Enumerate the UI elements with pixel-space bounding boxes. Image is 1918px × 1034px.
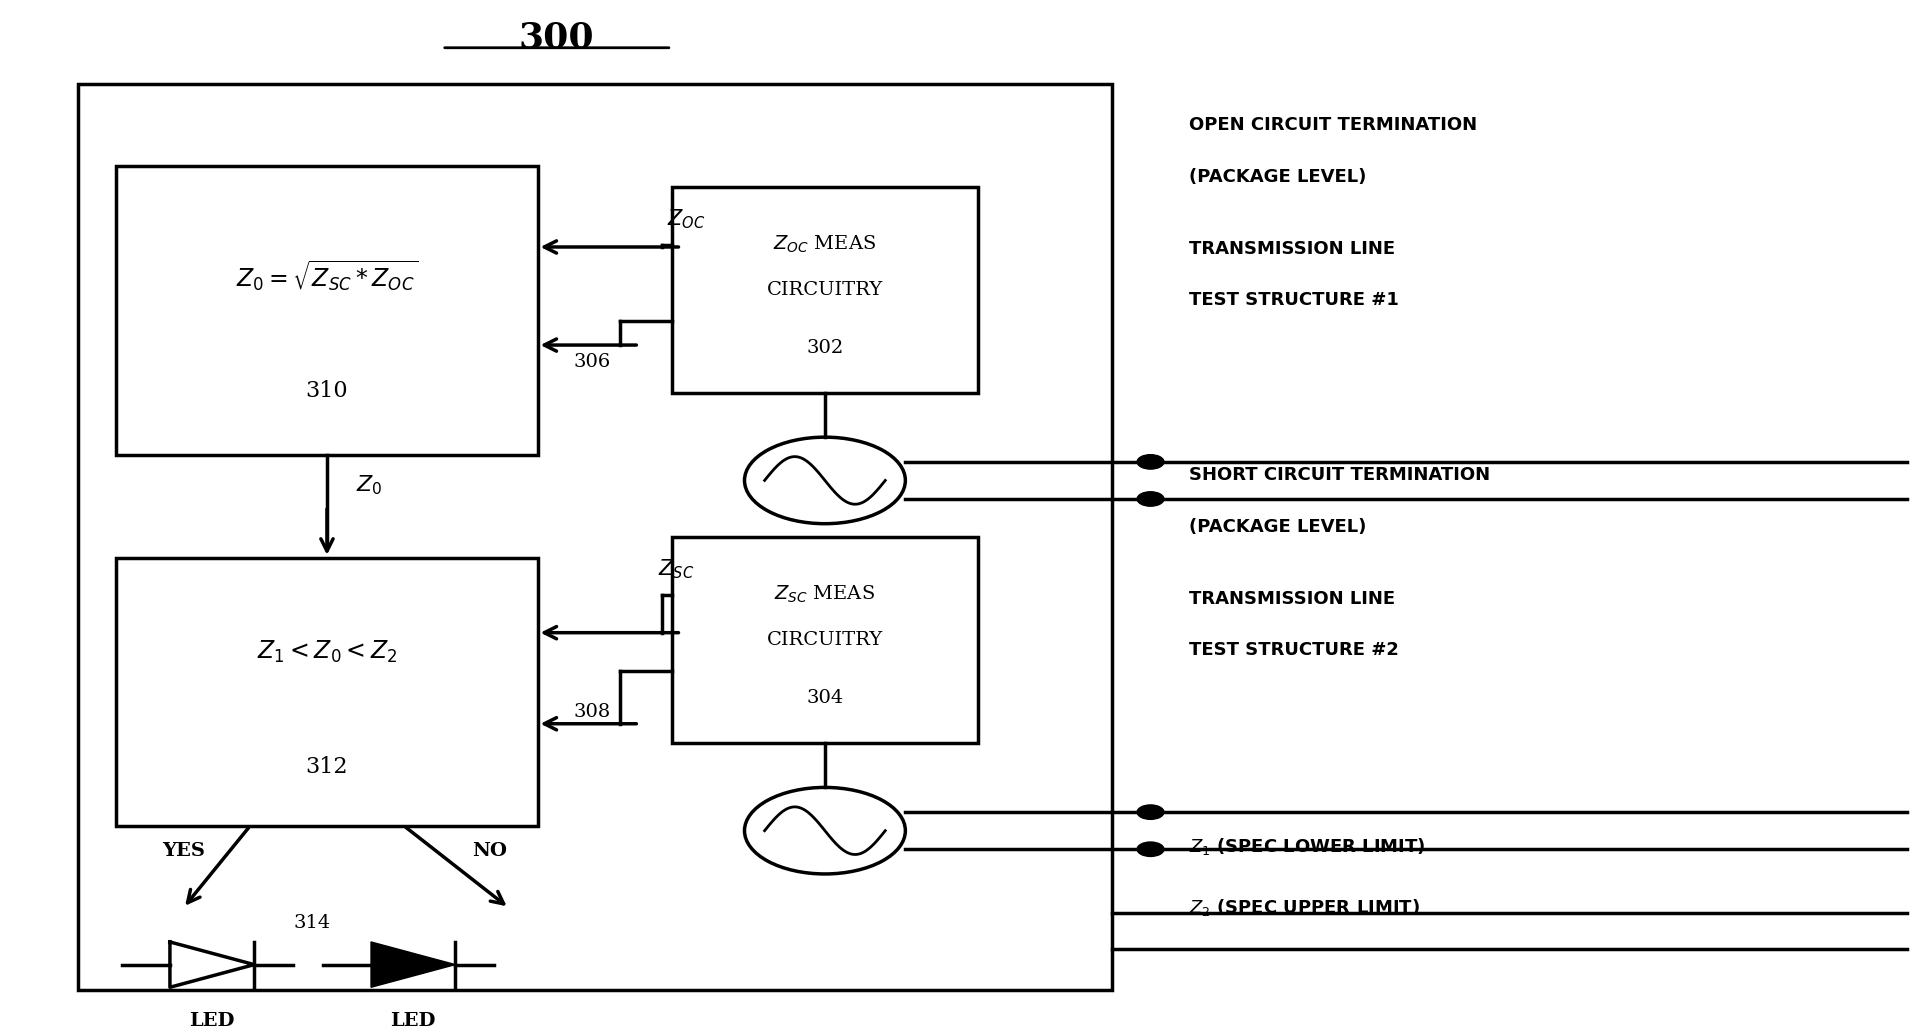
Text: $Z_0 = \sqrt{Z_{SC} * Z_{OC}}$: $Z_0 = \sqrt{Z_{SC} * Z_{OC}}$	[236, 258, 418, 294]
Text: 302: 302	[806, 338, 844, 357]
Text: CIRCUITRY: CIRCUITRY	[767, 281, 882, 299]
Text: $Z_2$ (SPEC UPPER LIMIT): $Z_2$ (SPEC UPPER LIMIT)	[1189, 898, 1419, 918]
Circle shape	[1137, 492, 1164, 507]
Text: 306: 306	[573, 353, 610, 371]
Text: LED: LED	[190, 1012, 234, 1030]
Text: 304: 304	[806, 689, 844, 707]
Text: (PACKAGE LEVEL): (PACKAGE LEVEL)	[1189, 168, 1366, 185]
Text: $Z_1 < Z_0 < Z_2$: $Z_1 < Z_0 < Z_2$	[257, 638, 397, 665]
Text: TRANSMISSION LINE: TRANSMISSION LINE	[1189, 589, 1394, 608]
Bar	[79, 84, 1112, 991]
Text: 308: 308	[573, 703, 610, 722]
Text: 314: 314	[293, 914, 332, 933]
Text: SHORT CIRCUIT TERMINATION: SHORT CIRCUIT TERMINATION	[1189, 466, 1490, 484]
Circle shape	[1137, 804, 1164, 819]
Circle shape	[1137, 455, 1164, 469]
Bar	[117, 557, 537, 825]
Text: NO: NO	[472, 843, 506, 860]
Bar	[117, 166, 537, 455]
Circle shape	[1137, 842, 1164, 856]
Text: OPEN CIRCUIT TERMINATION: OPEN CIRCUIT TERMINATION	[1189, 116, 1477, 134]
Text: $Z_{SC}$: $Z_{SC}$	[658, 557, 694, 581]
Polygon shape	[370, 942, 455, 987]
Text: TEST STRUCTURE #2: TEST STRUCTURE #2	[1189, 641, 1398, 660]
Text: $Z_{SC}$ MEAS: $Z_{SC}$ MEAS	[775, 584, 875, 606]
Text: 300: 300	[520, 21, 595, 55]
Bar	[671, 537, 978, 743]
Text: 312: 312	[305, 756, 349, 778]
Bar	[671, 187, 978, 393]
Text: YES: YES	[161, 843, 205, 860]
Text: LED: LED	[391, 1012, 435, 1030]
Text: CIRCUITRY: CIRCUITRY	[767, 631, 882, 649]
Text: 310: 310	[305, 381, 349, 402]
Text: TEST STRUCTURE #1: TEST STRUCTURE #1	[1189, 292, 1398, 309]
Text: $Z_{OC}$ MEAS: $Z_{OC}$ MEAS	[773, 234, 877, 255]
Text: $Z_0$: $Z_0$	[355, 474, 382, 497]
Text: TRANSMISSION LINE: TRANSMISSION LINE	[1189, 240, 1394, 257]
Text: $Z_1$ (SPEC LOWER LIMIT): $Z_1$ (SPEC LOWER LIMIT)	[1189, 835, 1425, 856]
Text: $Z_{OC}$: $Z_{OC}$	[667, 207, 706, 231]
Text: (PACKAGE LEVEL): (PACKAGE LEVEL)	[1189, 518, 1366, 536]
